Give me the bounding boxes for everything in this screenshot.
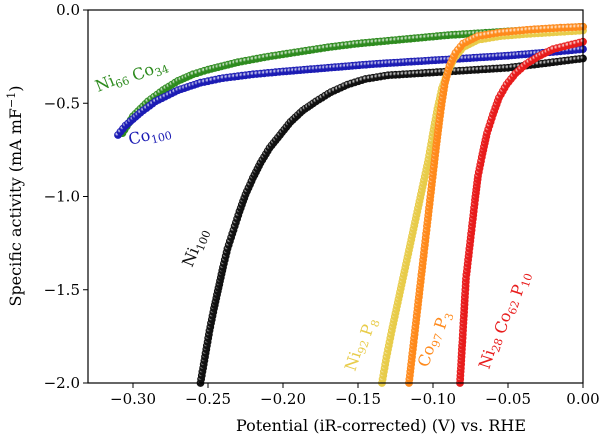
series-label-subscript: 97 xyxy=(429,332,446,349)
series-label-element: Ni xyxy=(475,347,499,371)
series-label-element: Co xyxy=(125,59,157,87)
y-axis-title-main: Specific activity (mA mF xyxy=(6,108,25,307)
series-label-subscript: 92 xyxy=(355,339,372,356)
y-tick-label: −2.0 xyxy=(44,374,80,392)
x-tick-label: −0.20 xyxy=(260,390,306,408)
series-label-element: P xyxy=(429,315,452,336)
series-label-element: Ni xyxy=(341,349,365,373)
x-axis: −0.30 −0.25 −0.20 −0.15 −0.10 −0.05 0.00 xyxy=(110,383,600,408)
series-label-subscript: 34 xyxy=(153,62,171,79)
series-markers xyxy=(405,22,587,387)
x-axis-title: Potential (iR-corrected) (V) vs. RHE xyxy=(236,416,526,435)
x-tick-label: −0.05 xyxy=(485,390,531,408)
series-markers xyxy=(196,54,587,387)
series-label-subscript: 3 xyxy=(442,312,457,323)
series-label-ni100: Ni100 xyxy=(178,225,213,270)
series-label-element: P xyxy=(505,282,528,303)
y-tick-label: −1.5 xyxy=(44,281,80,299)
y-axis: 0.0 −0.5 −1.0 −1.5 −2.0 xyxy=(44,1,88,392)
series-markers xyxy=(378,26,587,387)
x-tick-label: −0.25 xyxy=(185,390,231,408)
y-axis-title: Specific activity (mA mF−1) xyxy=(5,85,25,306)
series-label-subscript: 62 xyxy=(506,299,523,316)
y-axis-title-end: ) xyxy=(6,85,25,91)
series-label-subscript: 10 xyxy=(519,272,536,289)
series-markers xyxy=(456,37,587,387)
series-label-subscript: 28 xyxy=(489,337,506,354)
x-tick-label: 0.00 xyxy=(566,390,599,408)
y-tick-label: 0.0 xyxy=(56,1,80,19)
x-tick-label: −0.30 xyxy=(110,390,156,408)
series-label-subscript: 100 xyxy=(150,129,174,147)
series-label-element: Ni xyxy=(92,71,117,96)
series-label-subscript: 8 xyxy=(368,318,383,329)
y-tick-label: −1.0 xyxy=(44,188,80,206)
x-tick-label: −0.15 xyxy=(335,390,381,408)
series-label-element: Co xyxy=(126,125,152,149)
y-axis-title-superscript: −1 xyxy=(5,92,18,108)
series-label-co100: Co100 xyxy=(126,120,173,152)
series-label-ni28co62p10: Ni28 Co62 P10 xyxy=(475,266,536,374)
x-tick-label: −0.10 xyxy=(410,390,456,408)
series-label-subscript: 100 xyxy=(194,229,214,253)
series-markers xyxy=(114,45,587,139)
y-tick-label: −0.5 xyxy=(44,94,80,112)
series-label-ni92p8: Ni92 P8 xyxy=(341,314,383,375)
series-label-element: P xyxy=(355,322,378,343)
series-label-subscript: 66 xyxy=(113,74,131,91)
data-marks xyxy=(114,22,587,387)
